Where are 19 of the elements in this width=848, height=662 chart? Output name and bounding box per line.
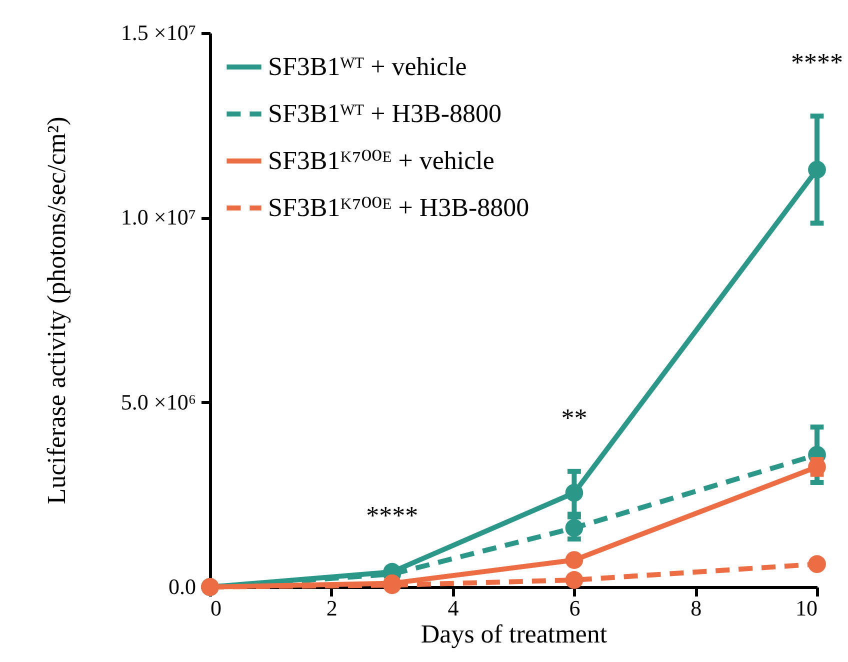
legend-label: SF3B1ᴷ⁷⁰⁰ᴱ + vehicle — [268, 146, 494, 175]
x-tick-label: 2 — [326, 596, 338, 620]
x-tick-label: 8 — [690, 596, 702, 620]
y-tick-label: 5.0 ×10⁶ — [120, 389, 196, 414]
x-tick-label: 6 — [569, 596, 580, 620]
y-tick-label: 1.5 ×10⁷ — [120, 20, 196, 45]
y-tick-label: 1.0 ×10⁷ — [120, 204, 196, 230]
legend-label: SF3B1ᵂᵀ + H3B-8800 — [268, 99, 502, 128]
x-tick-label: 10 — [796, 596, 818, 620]
legend-label: SF3B1ᴷ⁷⁰⁰ᴱ + H3B-8800 — [268, 193, 530, 222]
x-tick-label: 4 — [448, 596, 459, 620]
y-tick-label: 0.0 — [168, 574, 196, 599]
annotation: ** — [561, 403, 588, 432]
y-axis-title: Luciferase activity (photons/sec/cm²) — [42, 116, 71, 504]
legend-label: SF3B1ᵂᵀ + vehicle — [268, 52, 467, 81]
x-tick-label: 0 — [210, 596, 222, 620]
annotation: **** — [366, 500, 418, 530]
annotation: **** — [791, 48, 843, 78]
x-axis-title: Days of treatment — [420, 620, 608, 648]
